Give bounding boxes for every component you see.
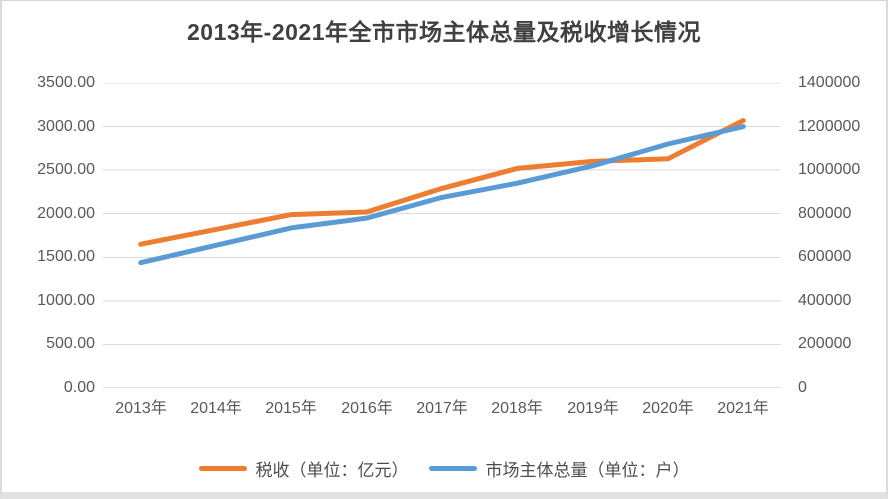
legend: 税收（单位：亿元） 市场主体总量（单位：户） (0, 456, 888, 481)
right-axis-tick-label: 600000 (798, 248, 852, 265)
x-axis-tick-label: 2017年 (416, 400, 468, 417)
right-axis-tick-label: 200000 (798, 335, 852, 352)
left-axis-tick-label: 2000.00 (37, 205, 95, 222)
left-axis-tick-label: 3000.00 (37, 118, 95, 135)
left-axis-tick-label: 500.00 (46, 335, 95, 352)
left-axis-tick-label: 1500.00 (37, 248, 95, 265)
legend-label-entities: 市场主体总量（单位：户） (485, 461, 690, 480)
right-axis-tick-label: 0 (798, 379, 807, 396)
x-axis-tick-label: 2018年 (491, 400, 543, 417)
legend-item-tax: 税收（单位：亿元） (198, 456, 409, 481)
x-axis-tick-label: 2021年 (717, 400, 769, 417)
entities-line-swatch (428, 466, 477, 471)
chart-title: 2013年-2021年全市市场主体总量及税收增长情况 (187, 19, 701, 45)
plot-area (103, 83, 781, 388)
legend-item-entities: 市场主体总量（单位：户） (428, 456, 690, 481)
right-axis-tick-label: 800000 (798, 205, 852, 222)
legend-label-tax: 税收（单位：亿元） (255, 461, 409, 480)
x-axis-tick-label: 2020年 (642, 400, 694, 417)
tax-revenue-line (138, 118, 746, 247)
x-axis-tick-label: 2015年 (265, 400, 317, 417)
x-axis-tick-label: 2019年 (567, 400, 619, 417)
right-axis-tick-label: 1400000 (798, 74, 861, 91)
x-axis-tick-label: 2016年 (341, 400, 393, 417)
left-axis-tick-label: 3500.00 (37, 74, 95, 91)
left-axis-tick-label: 2500.00 (37, 161, 95, 178)
right-axis-tick-label: 400000 (798, 292, 852, 309)
x-axis-tick-label: 2013年 (115, 400, 167, 417)
right-axis-tick-label: 1000000 (798, 161, 861, 178)
left-axis-tick-label: 1000.00 (37, 292, 95, 309)
left-axis-tick-label: 0.00 (63, 379, 95, 396)
market-entities-line (138, 124, 746, 266)
x-axis-tick-label: 2014年 (190, 400, 242, 417)
tax-line-swatch (198, 466, 247, 471)
right-axis-tick-label: 1200000 (798, 118, 861, 135)
